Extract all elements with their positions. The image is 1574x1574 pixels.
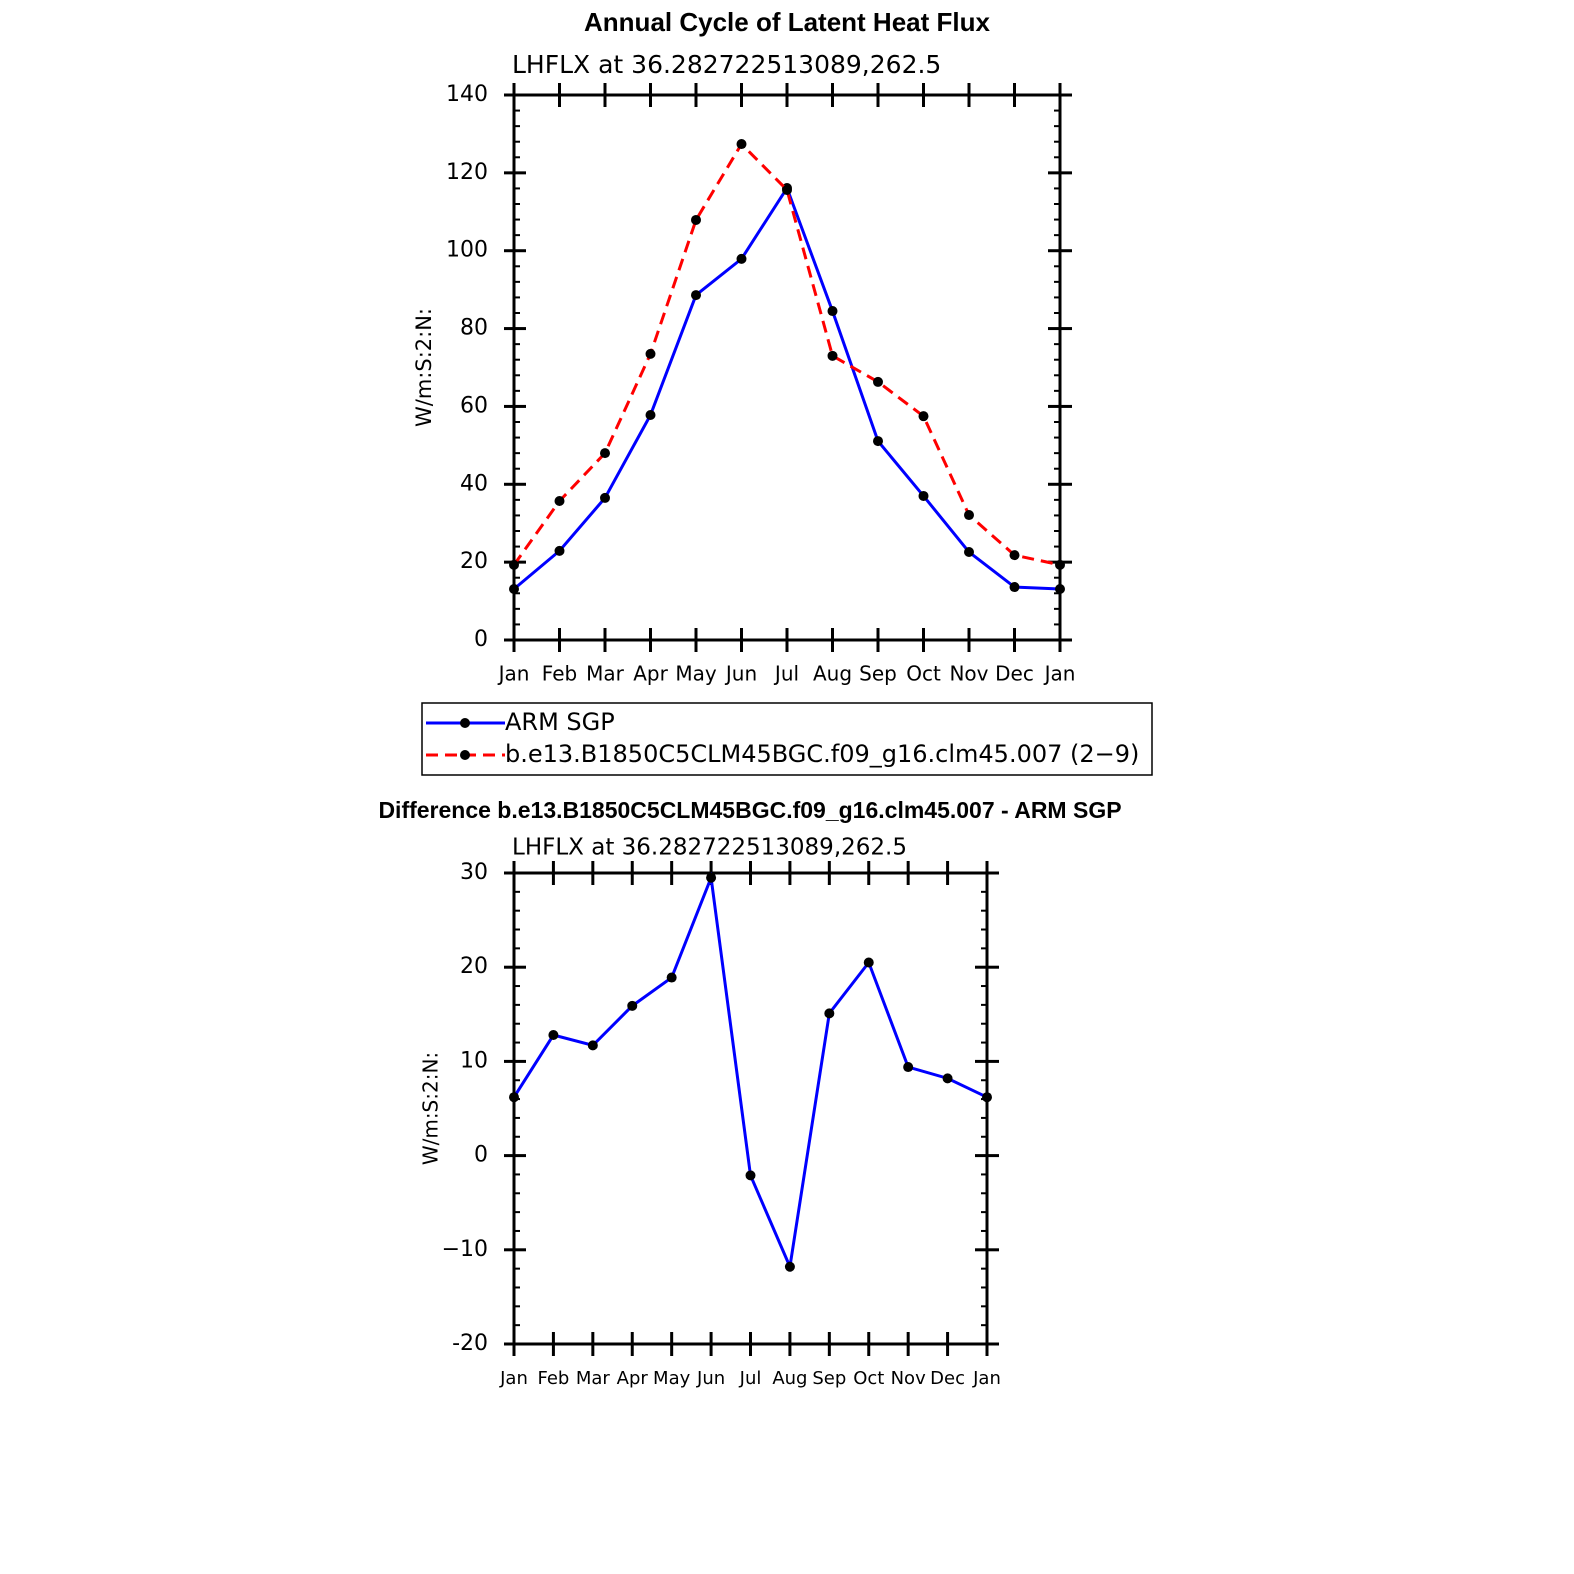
x-tick-label: Jan bbox=[1043, 662, 1076, 686]
point-marker bbox=[827, 350, 838, 361]
chart-title: Annual Cycle of Latent Heat Flux bbox=[584, 7, 990, 37]
point-marker bbox=[554, 496, 565, 507]
point-marker bbox=[863, 957, 874, 968]
legend-box bbox=[421, 702, 1153, 776]
point-marker bbox=[782, 184, 792, 195]
y-tick-label: 40 bbox=[460, 471, 488, 496]
y-tick-label: 140 bbox=[446, 82, 488, 107]
y-tick-label: 10 bbox=[460, 1048, 488, 1073]
y-tick-label: 0 bbox=[474, 627, 488, 652]
x-tick-label: Jun bbox=[696, 1368, 725, 1389]
y-tick-label: 0 bbox=[474, 1143, 488, 1168]
chart-subtitle: LHFLX at 36.282722513089,262.5 bbox=[512, 50, 941, 79]
x-tick-label: Mar bbox=[576, 1368, 611, 1389]
x-tick-label: Jul bbox=[773, 662, 799, 686]
x-tick-label: May bbox=[675, 662, 717, 686]
point-marker bbox=[964, 547, 974, 558]
point-marker bbox=[691, 290, 701, 301]
point-marker bbox=[645, 409, 656, 420]
point-marker bbox=[666, 972, 677, 983]
legend-marker bbox=[460, 750, 470, 760]
point-marker bbox=[554, 545, 565, 556]
y-tick-label: 120 bbox=[446, 160, 488, 185]
point-marker bbox=[903, 1062, 914, 1073]
x-tick-label: Sep bbox=[812, 1368, 846, 1389]
point-marker bbox=[1055, 559, 1065, 570]
x-tick-label: Jul bbox=[739, 1368, 762, 1389]
point-marker bbox=[736, 139, 747, 150]
y-tick-label: 60 bbox=[460, 393, 488, 418]
plot-frame bbox=[512, 93, 1062, 642]
point-marker bbox=[873, 376, 883, 387]
legend-marker bbox=[460, 718, 470, 728]
point-marker bbox=[736, 253, 747, 264]
y-tick-label: −10 bbox=[442, 1237, 488, 1262]
point-marker bbox=[918, 411, 929, 422]
x-tick-label: Jan bbox=[497, 662, 530, 686]
x-tick-label: Oct bbox=[906, 662, 941, 686]
x-tick-label: Sep bbox=[859, 662, 897, 686]
x-tick-label: Jan bbox=[972, 1368, 1001, 1389]
point-marker bbox=[745, 1170, 756, 1181]
y-tick-label: 20 bbox=[460, 549, 488, 574]
x-tick-label: Nov bbox=[891, 1368, 926, 1389]
y-tick-label: 100 bbox=[446, 238, 488, 263]
legend-label: b.e13.B1850C5CLM45BGC.f09_g16.clm45.007 … bbox=[505, 740, 1139, 768]
x-tick-label: Aug bbox=[772, 1368, 807, 1389]
point-marker bbox=[918, 490, 929, 501]
y-axis-label: W/m:S:2:N: bbox=[419, 1052, 443, 1165]
point-marker bbox=[1009, 582, 1020, 593]
point-marker bbox=[942, 1073, 953, 1084]
x-tick-label: May bbox=[653, 1368, 691, 1389]
x-tick-label: Oct bbox=[853, 1368, 884, 1389]
point-marker bbox=[509, 584, 519, 595]
series-line bbox=[512, 141, 1061, 567]
x-tick-label: Mar bbox=[586, 662, 625, 686]
plot-frame bbox=[512, 871, 989, 1346]
chart-subtitle: LHFLX at 36.282722513089,262.5 bbox=[512, 835, 907, 861]
x-tick-label: Jun bbox=[724, 662, 757, 686]
y-axis-label: W/m:S:2:N: bbox=[412, 308, 436, 427]
y-tick-label: 80 bbox=[460, 316, 488, 341]
x-tick-label: Apr bbox=[633, 662, 668, 686]
point-marker bbox=[982, 1092, 992, 1103]
point-marker bbox=[824, 1008, 835, 1019]
point-marker bbox=[964, 510, 974, 521]
point-marker bbox=[1055, 584, 1065, 595]
y-tick-label: 30 bbox=[460, 860, 488, 885]
point-marker bbox=[548, 1030, 559, 1041]
point-marker bbox=[827, 306, 838, 317]
legend-label: ARM SGP bbox=[505, 708, 615, 736]
point-marker bbox=[627, 1000, 638, 1011]
point-marker bbox=[1009, 550, 1020, 561]
point-marker bbox=[645, 348, 656, 359]
point-marker bbox=[706, 872, 717, 883]
point-marker bbox=[600, 448, 610, 459]
point-marker bbox=[509, 1092, 519, 1103]
x-tick-label: Apr bbox=[617, 1368, 649, 1389]
point-marker bbox=[691, 214, 701, 225]
series-line bbox=[512, 871, 988, 1273]
chart-title: Difference b.e13.B1850C5CLM45BGC.f09_g16… bbox=[378, 797, 1121, 823]
x-tick-label: Jan bbox=[499, 1368, 528, 1389]
point-marker bbox=[784, 1261, 795, 1272]
point-marker bbox=[600, 492, 610, 503]
x-tick-label: Feb bbox=[537, 1368, 569, 1389]
x-tick-label: Dec bbox=[995, 662, 1034, 686]
x-tick-label: Feb bbox=[542, 662, 577, 686]
y-tick-label: 20 bbox=[460, 954, 488, 979]
y-tick-label: -20 bbox=[452, 1331, 488, 1356]
point-marker bbox=[509, 559, 519, 570]
point-marker bbox=[873, 436, 883, 447]
x-tick-label: Dec bbox=[930, 1368, 965, 1389]
x-tick-label: Aug bbox=[813, 662, 852, 686]
series-line bbox=[513, 184, 1061, 591]
point-marker bbox=[587, 1040, 598, 1051]
x-tick-label: Nov bbox=[949, 662, 988, 686]
